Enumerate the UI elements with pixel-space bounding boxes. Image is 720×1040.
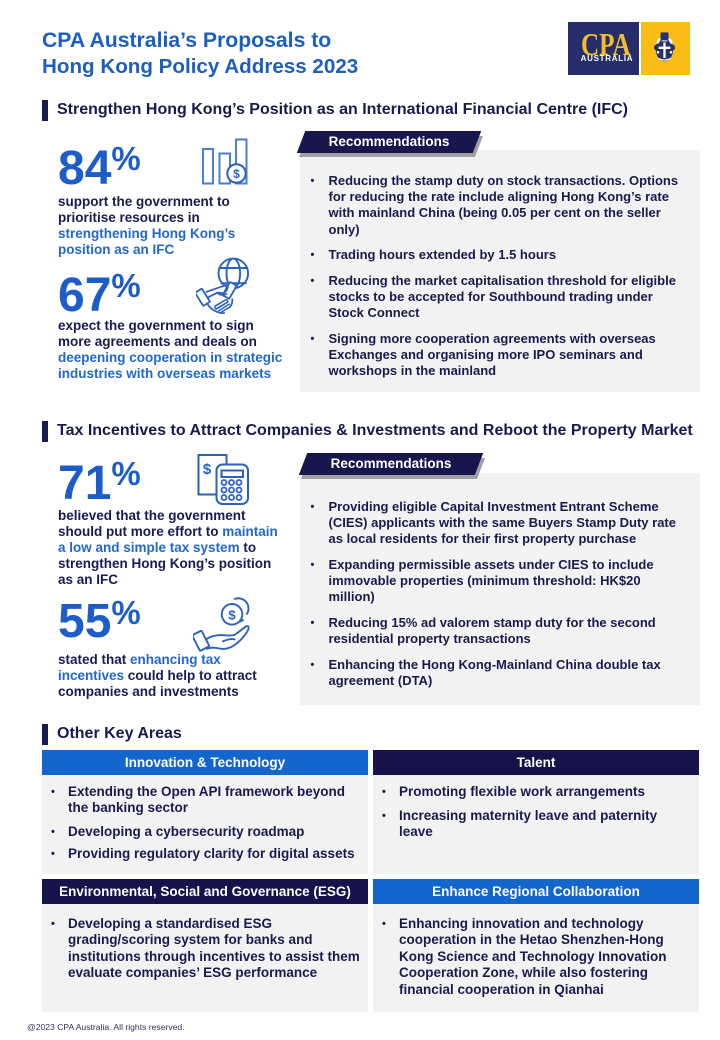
- svg-text:$: $: [228, 607, 236, 622]
- svg-text:$: $: [233, 167, 240, 181]
- svg-text:$: $: [203, 461, 212, 478]
